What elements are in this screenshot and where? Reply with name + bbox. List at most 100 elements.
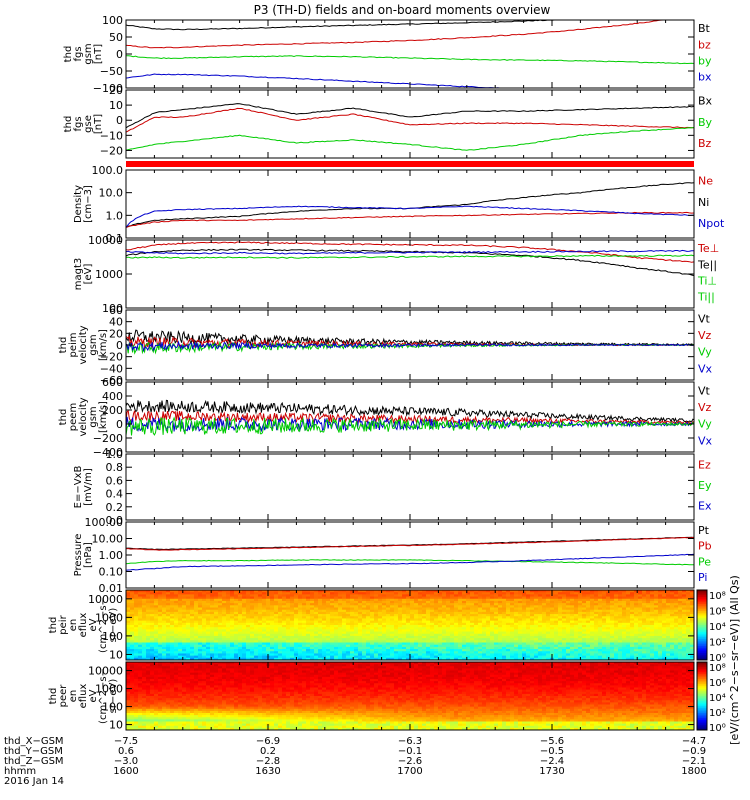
spectrogram-cell — [642, 638, 647, 641]
spectrogram-cell — [130, 646, 135, 650]
spectrogram-cell — [454, 603, 459, 606]
spectrogram-cell — [438, 607, 443, 611]
spectrogram-cell — [438, 603, 443, 606]
spectrogram-cell — [470, 657, 475, 660]
spectrogram-cell — [210, 594, 215, 598]
spectrogram-cell — [330, 657, 335, 660]
spectrogram-cell — [594, 646, 599, 650]
y-axis-label: gse — [83, 115, 94, 133]
y-axis-label: thd — [63, 116, 74, 133]
spectrogram-cell — [526, 646, 531, 650]
spectrogram-cell — [390, 603, 395, 606]
spectrogram-cell — [458, 627, 463, 630]
spectrogram-cell — [582, 638, 587, 641]
spectrogram-cell — [278, 605, 283, 609]
spectrogram-cell — [662, 644, 667, 648]
spectrogram-cell — [202, 590, 207, 593]
spectrogram-cell — [262, 646, 267, 650]
spectrogram-cell — [538, 592, 543, 595]
spectrogram-cell — [662, 609, 667, 613]
spectrogram-cell — [386, 598, 391, 602]
spectrogram-cell — [238, 592, 243, 595]
spectrogram-cell — [302, 614, 307, 617]
spectrogram-cell — [394, 653, 399, 657]
spectrogram-cell — [206, 622, 211, 626]
spectrogram-cell — [318, 590, 323, 593]
spectrogram-cell — [410, 651, 415, 655]
spectrogram-cell — [558, 646, 563, 650]
spectrogram-cell — [314, 655, 319, 659]
spectrogram-cell — [538, 649, 543, 652]
spectrogram-cell — [214, 616, 219, 620]
spectrogram-cell — [406, 651, 411, 655]
spectrogram-cell — [202, 655, 207, 659]
spectrogram-cell — [174, 622, 179, 626]
spectrogram-cell — [282, 603, 287, 606]
spectrogram-cell — [242, 629, 247, 633]
spectrogram-cell — [234, 640, 239, 644]
spectrogram-cell — [450, 633, 455, 637]
spectrogram-cell — [302, 598, 307, 602]
spectrogram-cell — [230, 649, 235, 652]
spectrogram-cell — [470, 653, 475, 657]
spectrogram-cell — [422, 649, 427, 652]
spectrogram-cell — [174, 592, 179, 595]
mode-bar — [126, 161, 694, 167]
spectrogram-cell — [286, 646, 291, 650]
spectrogram-cell — [470, 598, 475, 602]
spectrogram-cell — [550, 600, 555, 604]
spectrogram-cell — [502, 642, 507, 646]
spectrogram-cell — [310, 590, 315, 593]
spectrogram-cell — [538, 614, 543, 617]
spectrogram-cell — [182, 644, 187, 648]
y-tick-label: 0.1 — [106, 232, 124, 245]
spectrogram-cell — [326, 635, 331, 639]
spectrogram-cell — [254, 620, 259, 624]
spectrogram-cell — [250, 629, 255, 633]
spectrogram-cell — [294, 609, 299, 613]
spectrogram-cell — [658, 625, 663, 628]
spectrogram-cell — [174, 603, 179, 606]
spectrogram-cell — [378, 629, 383, 633]
spectrogram-cell — [510, 653, 515, 657]
spectrogram-cell — [530, 625, 535, 628]
spectrogram-cell — [534, 638, 539, 641]
spectrogram-cell — [630, 618, 635, 622]
spectrogram-cell — [186, 611, 191, 615]
spectrogram-cell — [594, 644, 599, 648]
spectrogram-cell — [358, 611, 363, 615]
spectrogram-cell — [602, 642, 607, 646]
spectrogram-cell — [626, 625, 631, 628]
spectrogram-cell — [338, 653, 343, 657]
spectrogram-cell — [418, 607, 423, 611]
spectrogram-cell — [218, 633, 223, 637]
spectrogram-cell — [198, 642, 203, 646]
spectrogram-cell — [526, 607, 531, 611]
spectrogram-cell — [634, 651, 639, 655]
spectrogram-cell — [378, 609, 383, 613]
spectrogram-cell — [134, 598, 139, 602]
spectrogram-cell — [666, 596, 671, 600]
spectrogram-cell — [490, 653, 495, 657]
spectrogram-cell — [422, 625, 427, 628]
spectrogram-cell — [362, 642, 367, 646]
spectrogram-cell — [590, 607, 595, 611]
spectrogram-cell — [294, 600, 299, 604]
spectrogram-cell — [234, 618, 239, 622]
spectrogram-cell — [578, 611, 583, 615]
spectrogram-cell — [450, 644, 455, 648]
spectrogram-cell — [678, 616, 683, 620]
spectrogram-cell — [278, 598, 283, 602]
spectrogram-cell — [382, 614, 387, 617]
spectrogram-cell — [378, 600, 383, 604]
spectrogram-cell — [262, 622, 267, 626]
spectrogram-cell — [202, 635, 207, 639]
spectrogram-cell — [130, 629, 135, 633]
spectrogram-cell — [550, 631, 555, 635]
spectrogram-cell — [482, 655, 487, 659]
spectrogram-cell — [186, 657, 191, 660]
spectrogram-cell — [330, 646, 335, 650]
spectrogram-cell — [602, 592, 607, 595]
spectrogram-cell — [418, 631, 423, 635]
spectrogram-cell — [382, 603, 387, 606]
